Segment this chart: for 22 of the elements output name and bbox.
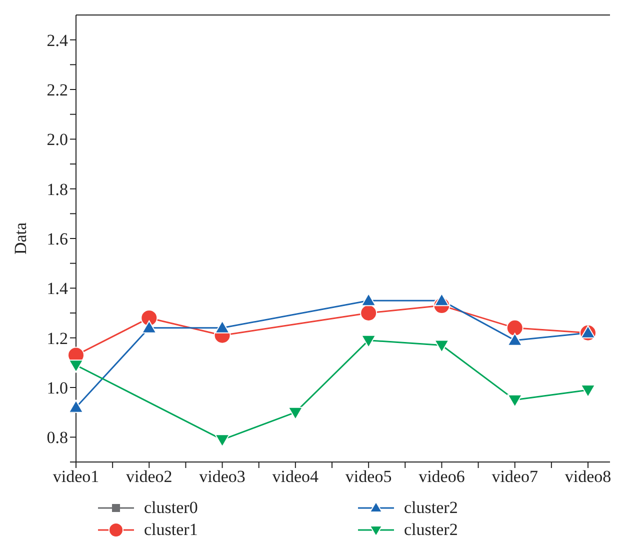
y-tick-label: 1.4 bbox=[46, 279, 68, 298]
x-tick-label: video8 bbox=[564, 467, 612, 486]
y-tick-label: 2.0 bbox=[46, 130, 68, 150]
legend-label: cluster2 bbox=[404, 498, 458, 518]
y-tick-label: 1.0 bbox=[46, 378, 68, 398]
y-tick-label: 2.4 bbox=[46, 30, 68, 50]
x-tick-label: video2 bbox=[126, 467, 172, 486]
x-tick-label: video5 bbox=[345, 467, 392, 486]
x-tick-label: video6 bbox=[418, 467, 465, 486]
x-tick-label: video7 bbox=[492, 467, 538, 486]
y-tick-label: 2.2 bbox=[46, 80, 68, 100]
y-tick-label: 0.8 bbox=[46, 428, 68, 448]
legend-label: cluster2 bbox=[404, 520, 458, 540]
y-axis-title: Data bbox=[11, 222, 30, 255]
y-tick-label: 1.2 bbox=[46, 328, 68, 348]
x-tick-label: video4 bbox=[272, 467, 320, 486]
y-tick-label: 1.6 bbox=[46, 230, 68, 249]
x-tick-label: video3 bbox=[199, 467, 246, 486]
y-tick-label: 1.8 bbox=[46, 180, 68, 199]
legend-label: cluster1 bbox=[144, 520, 198, 540]
legend-label: cluster0 bbox=[144, 498, 198, 518]
x-tick-label: video1 bbox=[52, 467, 100, 486]
